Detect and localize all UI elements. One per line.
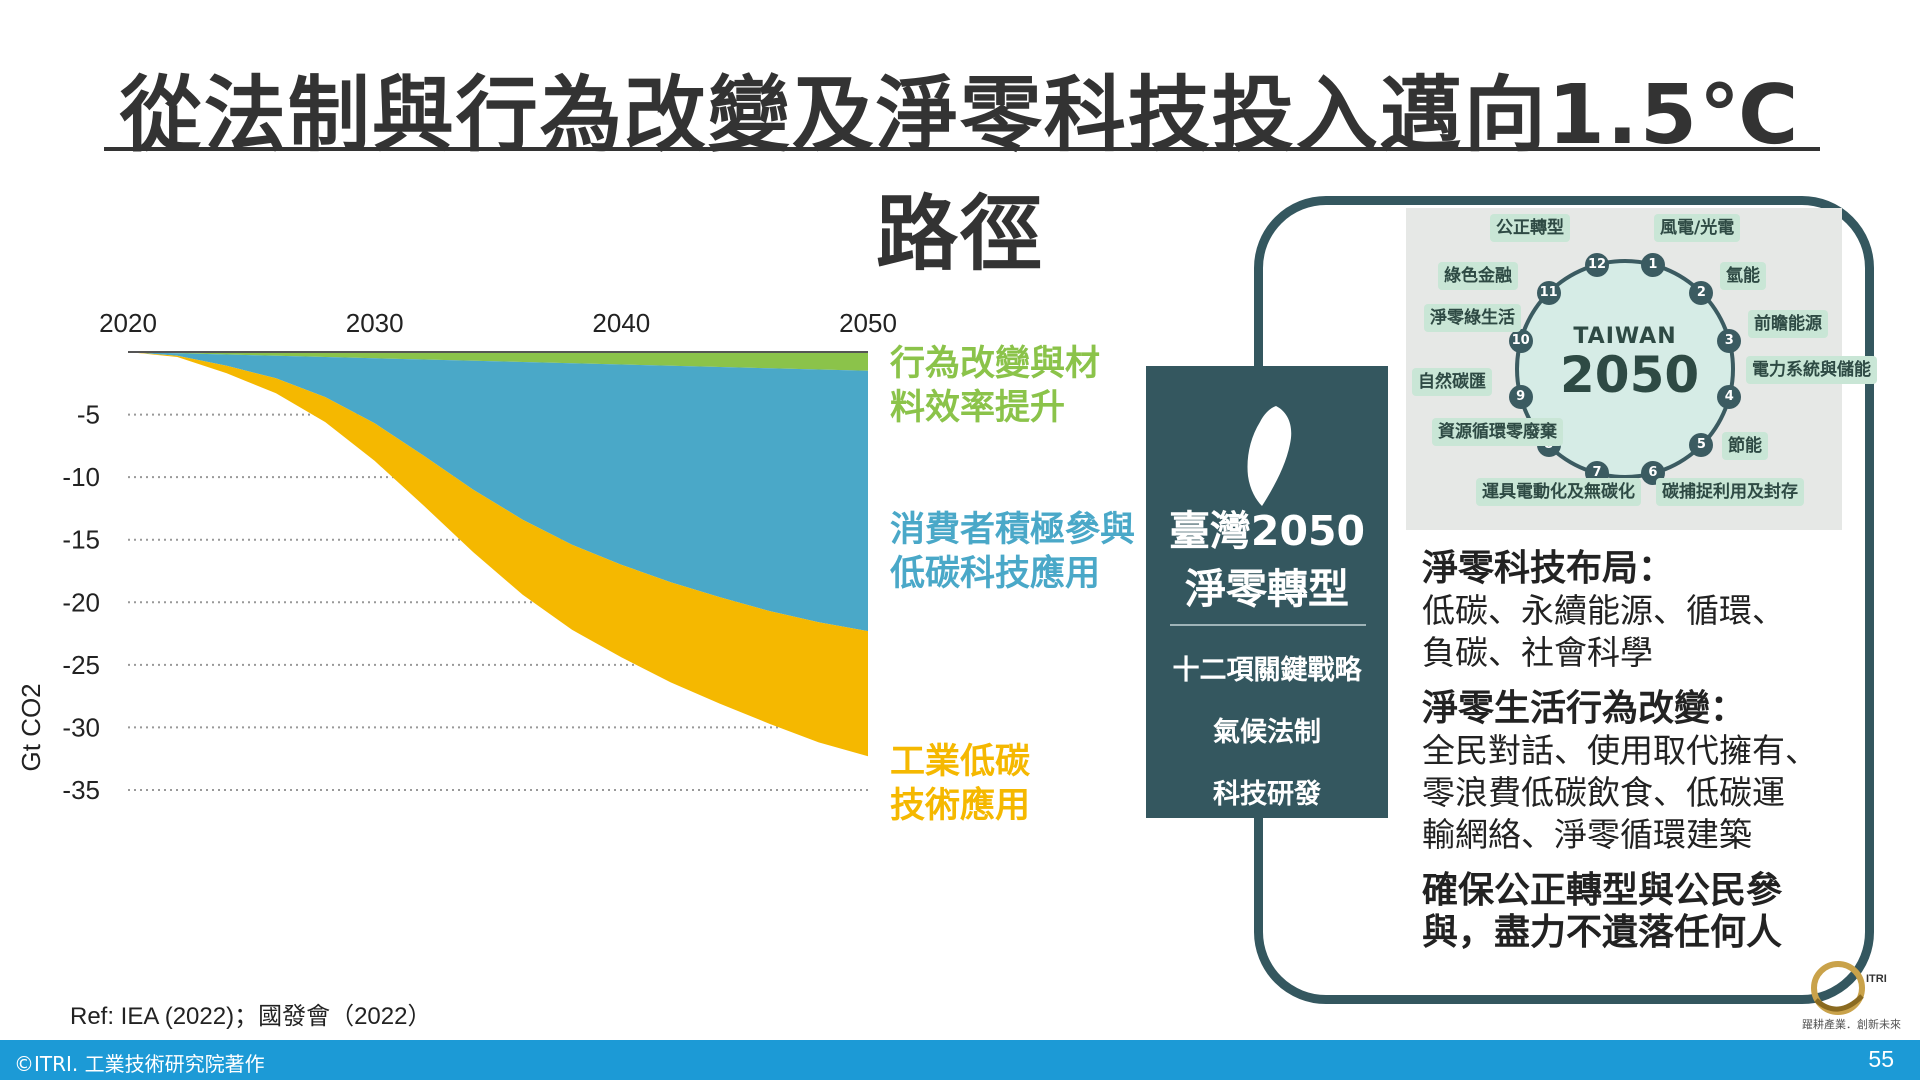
itri-logo-icon: ITRI	[1811, 961, 1887, 1015]
page-number: 55	[1868, 1046, 1894, 1072]
net-zero-tech-line1: 低碳、永續能源、循環、	[1422, 591, 1785, 630]
wheel-number-10: 10	[1508, 329, 1533, 354]
legend-industry-line1: 工業低碳	[890, 742, 1031, 782]
x-tick-label: 2020	[99, 308, 157, 338]
emissions-area-chart: -5 -10 -15 -20 -25 -30 -35 2020 2030 2040 2050 Gt C…	[16, 308, 897, 805]
y-tick-label: -35	[62, 775, 100, 805]
net-zero-life-line2: 零浪費低碳飲食、低碳運	[1422, 773, 1785, 812]
legend-behavior-line2: 料效率提升	[890, 388, 1066, 428]
x-tick-label: 2030	[346, 308, 404, 338]
wheel-label-7: 運具電動化及無碳化	[1476, 478, 1641, 506]
wheel-label-12: 公正轉型	[1490, 214, 1570, 242]
net-zero-life-heading: 淨零生活行為改變：	[1422, 688, 1747, 729]
wheel-number-11: 11	[1536, 280, 1561, 305]
reference-note: Ref: IEA (2022)；國發會（2022）	[70, 1003, 432, 1030]
wheel-label-11: 綠色金融	[1438, 262, 1518, 290]
wheel-label-9: 自然碳匯	[1412, 368, 1492, 396]
right-text-block: 淨零科技布局： 低碳、永續能源、循環、 負碳、社會科學 淨零生活行為改變： 全民…	[1422, 548, 1818, 954]
wheel-ring	[1515, 259, 1735, 479]
panel-title-line1: 臺灣2050	[1168, 507, 1366, 555]
y-tick-label: -30	[62, 712, 100, 742]
taiwan2050-panel: 臺灣2050 淨零轉型 十二項關鍵戰略 氣候法制 科技研發	[1146, 366, 1388, 818]
title-underline	[104, 147, 1820, 151]
wheel-number-12: 12	[1585, 252, 1610, 277]
itri-logo-mark: ITRI	[1866, 973, 1887, 985]
net-zero-life-line1: 全民對話、使用取代擁有、	[1422, 731, 1818, 770]
panel-title: 臺灣2050 淨零轉型	[1146, 502, 1388, 618]
legend-consumer-line1: 消費者積極參與	[890, 510, 1136, 550]
panel-item-strategies: 十二項關鍵戰略	[1172, 655, 1362, 686]
wheel-number-5: 5	[1689, 433, 1714, 458]
legend-industry-line2: 技術應用	[890, 786, 1031, 826]
taiwan-island-icon	[1247, 406, 1292, 506]
wheel-label-10: 淨零綠生活	[1424, 304, 1521, 332]
panel-item-climate-law: 氣候法制	[1213, 717, 1321, 748]
wheel-label-6: 碳捕捉利用及封存	[1656, 478, 1804, 506]
just-transition-line2: 與，盡力不遺落任何人	[1422, 912, 1783, 953]
footer-copyright: ©ITRI. 工業技術研究院著作	[14, 1052, 265, 1076]
wheel-label-1: 風電/光電	[1654, 214, 1741, 242]
legend-behavior-line1: 行為改變與材	[890, 344, 1101, 384]
wheel-number-4: 4	[1717, 384, 1742, 409]
area-series-1	[128, 352, 868, 371]
x-tick-label: 2040	[592, 308, 650, 338]
y-axis-label: Gt CO2	[16, 683, 46, 771]
wheel-number-2: 2	[1689, 280, 1714, 305]
net-zero-tech-line2: 負碳、社會科學	[1422, 633, 1653, 672]
y-tick-label: -5	[77, 400, 100, 430]
legend-behavior: 行為改變與材 料效率提升	[890, 342, 1100, 430]
area-series-3	[128, 352, 868, 757]
wheel-label-4: 電力系統與儲能	[1746, 356, 1877, 384]
just-transition-line1: 確保公正轉型與公民參	[1422, 870, 1783, 911]
panel-item-tech-rd: 科技研發	[1213, 779, 1321, 810]
y-tick-label: -15	[62, 525, 100, 555]
wheel-brand: TAIWAN	[1573, 324, 1677, 349]
net-zero-life-line3: 輸網絡、淨零循環建築	[1422, 815, 1752, 854]
wheel-number-9: 9	[1508, 384, 1533, 409]
x-tick-label: 2050	[839, 308, 897, 338]
y-tick-label: -25	[62, 650, 100, 680]
itri-logo-caption: 躍耕產業．創新未來	[1802, 1018, 1901, 1031]
area-series-2	[128, 352, 868, 632]
panel-title-line2: 淨零轉型	[1185, 565, 1349, 613]
wheel-label-5: 節能	[1722, 432, 1768, 460]
panel-divider	[1170, 624, 1366, 626]
wheel-year: 2050	[1560, 346, 1700, 404]
y-tick-label: -20	[62, 587, 100, 617]
wheel-number-3: 3	[1717, 329, 1742, 354]
wheel-number-1: 1	[1640, 252, 1665, 277]
y-tick-label: -10	[62, 462, 100, 492]
net-zero-tech-heading: 淨零科技布局：	[1422, 548, 1675, 589]
legend-consumer: 消費者積極參與 低碳科技應用	[890, 508, 1135, 596]
wheel-label-3: 前瞻能源	[1748, 310, 1828, 338]
legend-consumer-line2: 低碳科技應用	[890, 554, 1101, 594]
wheel-label-2: 氫能	[1720, 262, 1766, 290]
footer-bar: ©ITRI. 工業技術研究院著作 55	[0, 1040, 1920, 1080]
wheel-label-8: 資源循環零廢棄	[1432, 418, 1563, 446]
legend-industry: 工業低碳 技術應用	[890, 740, 1030, 828]
